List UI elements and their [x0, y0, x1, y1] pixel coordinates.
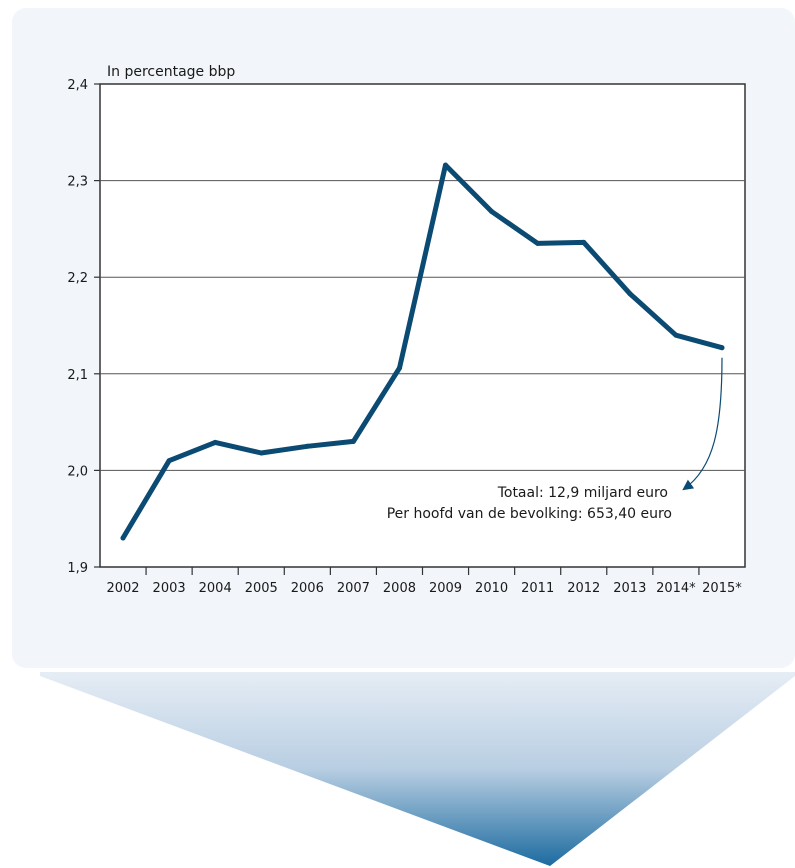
- y-tick-label: 2,3: [67, 175, 88, 190]
- y-axis: 1,9 2,0 2,1 2,2 2,3 2,4: [67, 78, 100, 576]
- data-point: [166, 458, 172, 464]
- data-point: [350, 438, 356, 444]
- x-tick-label: 2004: [199, 581, 232, 596]
- data-point: [258, 450, 264, 456]
- x-tick-label: 2012: [567, 581, 600, 596]
- y-tick-label: 2,0: [67, 464, 88, 479]
- y-tick-label: 2,1: [67, 368, 88, 383]
- data-point: [396, 365, 402, 371]
- plot-area: [99, 83, 746, 568]
- x-tick-label: 2008: [383, 581, 416, 596]
- x-tick-label: 2013: [613, 581, 646, 596]
- data-point: [489, 209, 495, 215]
- series-points: [120, 162, 725, 541]
- x-tick-label: 2010: [475, 581, 508, 596]
- x-tick-label: 2005: [245, 581, 278, 596]
- annotation-arrow: [682, 357, 723, 491]
- annotation-line-1: Totaal: 12,9 miljard euro: [497, 485, 668, 501]
- data-point: [627, 291, 633, 297]
- x-tick-label: 2007: [337, 581, 370, 596]
- x-axis: 2002 2003 2004 2005 2006 2007 2008 2009 2010 2011…: [106, 567, 742, 596]
- y-tick-label: 2,4: [67, 78, 88, 93]
- series-line: [120, 162, 725, 541]
- data-point: [719, 345, 725, 351]
- arrow-background: [40, 672, 795, 866]
- x-tick-label: 2009: [429, 581, 462, 596]
- data-point: [535, 240, 541, 246]
- y-axis-label: In percentage bbp: [107, 64, 235, 80]
- x-tick-label: 2003: [153, 581, 186, 596]
- data-point: [443, 162, 449, 168]
- data-point: [304, 443, 310, 449]
- x-tick-label: 2011: [521, 581, 554, 596]
- y-tick-label: 1,9: [67, 561, 88, 576]
- y-tick-label: 2,2: [67, 271, 88, 286]
- data-point: [120, 535, 126, 541]
- annotation-line-2: Per hoofd van de bevolking: 653,40 euro: [387, 506, 672, 522]
- x-tick-label: 2002: [106, 581, 139, 596]
- x-tick-label: 2006: [291, 581, 324, 596]
- data-point: [581, 239, 587, 245]
- x-tick-label: 2015*: [702, 581, 742, 596]
- data-point: [673, 332, 679, 338]
- x-tick-label: 2014*: [656, 581, 696, 596]
- data-point: [212, 439, 218, 445]
